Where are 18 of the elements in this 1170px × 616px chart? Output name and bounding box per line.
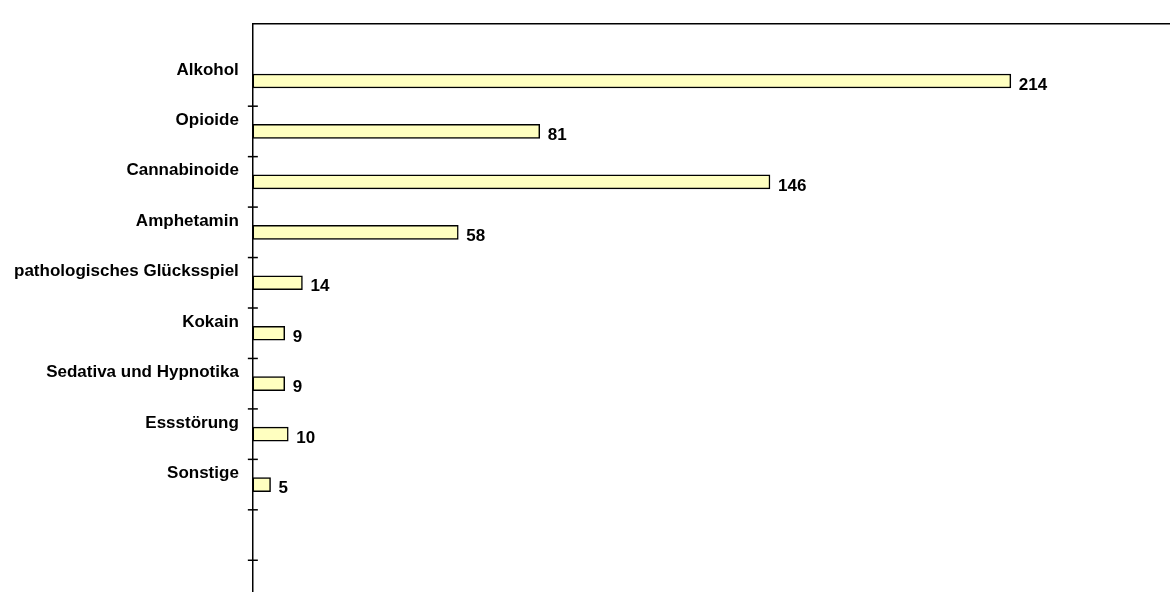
y-tick-label: Cannabinoide [126,160,239,180]
y-tick-label: Amphetamin [135,210,239,230]
data-label: 5 [278,478,289,498]
y-tick-label: Sedativa und Hypnotika [46,362,240,382]
y-tick-label: Opioide [175,110,239,129]
data-label: 10 [296,427,316,447]
y-tick-label: Alkohol [176,59,239,79]
data-label: 58 [466,226,486,246]
y-tick-label: pathologisches Glücksspiel [14,261,239,281]
y-tick-label: Sonstige [167,463,239,483]
data-label: 9 [292,326,303,346]
data-label: 214 [1018,74,1048,94]
data-label: 9 [292,377,303,397]
data-label: 81 [547,125,567,145]
y-tick-label: Kokain [182,311,239,331]
data-label: 14 [310,276,330,296]
y-tick-label: Essstörung [145,412,239,432]
data-label: 146 [777,175,807,195]
